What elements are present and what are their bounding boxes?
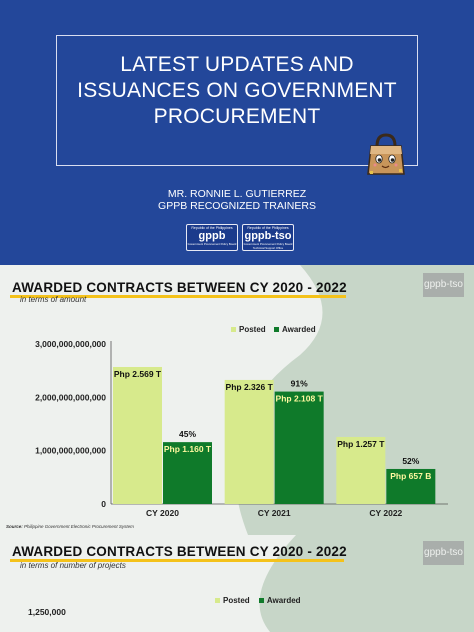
logo-name: gppb-tso [244,230,292,242]
presenter-name: MR. RONNIE L. GUTIERREZ [167,188,307,200]
section-subtitle: in terms of number of projects [20,561,126,570]
bar-posted [336,436,386,504]
x-tick-label: CY 2020 [146,508,179,518]
legend-label-awarded: Awarded [282,325,316,334]
section-subtitle: in terms of amount [20,295,87,304]
legend-swatch-posted [231,327,236,332]
bar-awarded [386,468,436,504]
title-underline [10,559,344,562]
bar-value-label: Php 657 B [390,471,431,481]
y-tick-label: 0 [101,499,106,509]
gppb-logo: Republic of the Philippines gppb Governm… [186,224,238,251]
bar-value-label: Php 1.160 T [164,444,212,454]
logo-sub-text: Government Procurement Policy Board Tech… [243,242,293,250]
y-tick-label: 2,000,000,000,000 [35,392,106,402]
source-label: Source: [6,524,23,529]
gppb-tso-logo: Republic of the Philippines gppb-tso Gov… [242,224,294,251]
amount-chart-slide: AWARDED CONTRACTS BETWEEN CY 2020 - 2022… [0,265,474,535]
logo-sub-text: Government Procurement Policy Board [187,242,237,246]
bar-posted [224,379,274,504]
percent-label: 91% [291,379,308,389]
title-slide: LATEST UPDATES AND ISSUANCES ON GOVERNME… [0,0,474,265]
y-tick-label: 1,250,000 [28,607,66,617]
percent-label: 52% [402,456,419,466]
shopping-bag-mascot-icon [367,133,405,175]
chart-legend: Posted Awarded [215,596,301,605]
bar-value-label: Php 2.569 T [114,369,162,379]
bar-posted [113,366,162,504]
presenter-role: GPPB RECOGNIZED TRAINERS [158,200,316,212]
gppb-tso-watermark: gppb-tso [423,541,464,565]
section-title: AWARDED CONTRACTS BETWEEN CY 2020 - 2022 [12,544,347,559]
title-frame: LATEST UPDATES AND ISSUANCES ON GOVERNME… [56,35,418,166]
source-text: Philippine Government Electronic Procure… [24,524,134,529]
bar-value-label: Php 1.257 T [337,439,385,449]
y-tick-label: 1,000,000,000,000 [35,446,106,456]
percent-label: 45% [179,429,196,439]
title-underline [10,295,346,298]
x-tick-label: CY 2022 [369,508,402,518]
legend-posted-label: Posted [223,596,250,605]
title-line: LATEST UPDATES AND [120,53,354,76]
logo-name: gppb [198,230,226,242]
bar-awarded [274,391,324,504]
logo-top-text: Republic of the Philippines [247,226,289,230]
slide-title: LATEST UPDATES AND ISSUANCES ON GOVERNME… [57,52,417,130]
bar-awarded [163,442,212,504]
bar-value-label: Php 2.326 T [226,382,274,392]
source-note: Source: Philippine Government Electronic… [6,524,134,529]
section-title: AWARDED CONTRACTS BETWEEN CY 2020 - 2022 [12,280,347,295]
legend-posted: Posted [215,596,250,605]
legend-swatch-awarded [274,327,279,332]
legend-swatch-posted [215,598,220,604]
projects-chart-slide: AWARDED CONTRACTS BETWEEN CY 2020 - 2022… [0,535,474,632]
legend-swatch-awarded [258,598,264,604]
presenter-info: MR. RONNIE L. GUTIERREZ GPPB RECOGNIZED … [0,188,474,212]
legend-label-posted: Posted [239,325,266,334]
x-tick-label: CY 2021 [258,508,291,518]
legend-awarded-label: Awarded [266,596,301,605]
title-line: PROCUREMENT [153,105,321,128]
logo-top-text: Republic of the Philippines [191,226,233,230]
gppb-tso-watermark: gppb-tso [423,273,464,297]
amount-bar-chart: 0 1,000,000,000,000 2,000,000,000,000 3,000… [35,325,448,518]
legend-awarded: Awarded [258,596,301,605]
y-tick-label: 3,000,000,000,000 [35,339,106,349]
title-line: ISSUANCES ON GOVERNMENT [77,79,397,102]
bar-value-label: Php 2.108 T [276,394,324,404]
